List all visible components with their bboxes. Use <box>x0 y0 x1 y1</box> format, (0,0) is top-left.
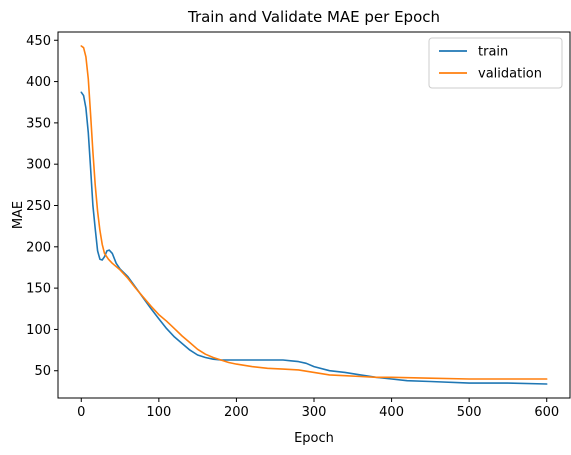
x-axis: 0 100 200 300 400 500 600 <box>77 398 559 420</box>
y-tick-label: 200 <box>26 240 51 255</box>
legend: train validation <box>428 37 563 89</box>
y-tick-label: 350 <box>26 116 51 131</box>
x-tick-label: 200 <box>224 405 249 420</box>
x-tick-label: 600 <box>534 405 559 420</box>
y-tick-label: 300 <box>26 158 51 173</box>
y-tick-label: 150 <box>26 282 51 297</box>
y-axis: 50 100 150 200 250 300 350 400 450 <box>26 34 58 379</box>
y-tick-label: 400 <box>26 75 51 90</box>
chart-title: Train and Validate MAE per Epoch <box>187 8 440 26</box>
legend-label-train: train <box>478 45 508 60</box>
y-tick-label: 450 <box>26 34 51 49</box>
series-layer <box>80 45 548 385</box>
series-line-train <box>80 91 548 385</box>
x-tick-label: 400 <box>379 405 404 420</box>
x-tick-label: 300 <box>302 405 327 420</box>
y-tick-label: 100 <box>26 323 51 338</box>
legend-label-validation: validation <box>478 67 542 82</box>
x-axis-title: Epoch <box>294 431 334 446</box>
x-tick-label: 500 <box>457 405 482 420</box>
x-tick-label: 100 <box>146 405 171 420</box>
y-axis-title: MAE <box>11 201 26 229</box>
series-line-validation <box>80 45 548 380</box>
x-tick-label: 0 <box>77 405 85 420</box>
y-tick-label: 50 <box>34 364 51 379</box>
y-tick-label: 250 <box>26 199 51 214</box>
